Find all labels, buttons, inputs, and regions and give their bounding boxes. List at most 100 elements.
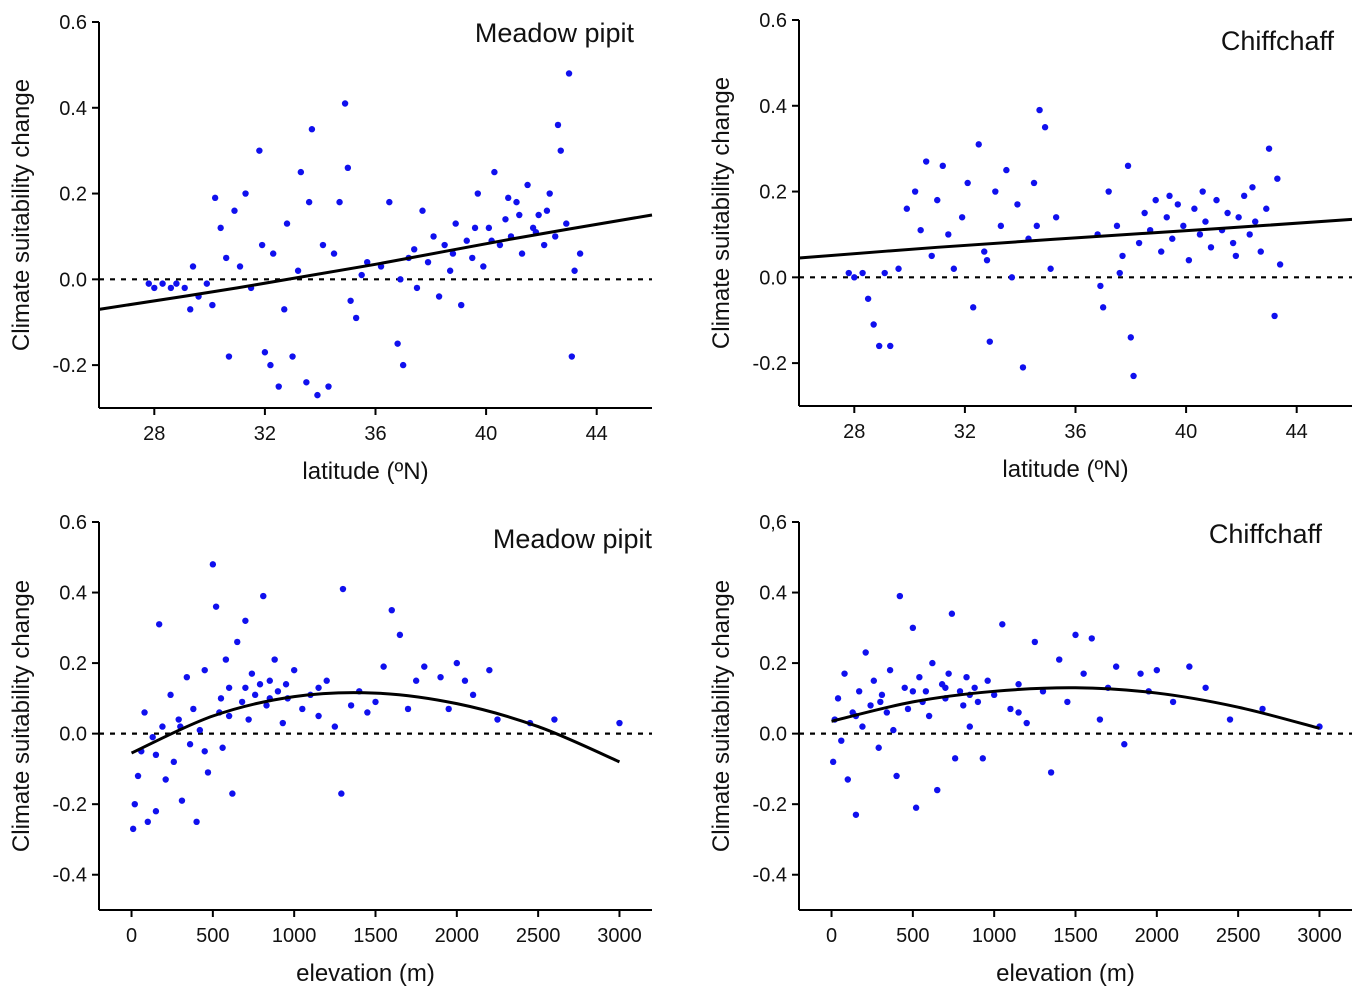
data-point — [217, 224, 224, 232]
data-point — [421, 663, 428, 670]
data-point — [1137, 670, 1144, 677]
data-point — [1003, 166, 1010, 174]
data-point — [344, 164, 352, 172]
y-axis-label: Climate suitability change — [8, 580, 35, 852]
data-point — [441, 241, 448, 249]
data-point — [852, 811, 860, 818]
data-point — [412, 677, 420, 684]
x-tick-label: 2000 — [1135, 925, 1180, 947]
data-point — [934, 786, 941, 794]
data-point — [1088, 635, 1095, 642]
data-point — [282, 681, 290, 688]
data-point — [841, 670, 848, 677]
data-point — [323, 677, 330, 684]
data-point — [895, 265, 902, 272]
data-point — [341, 100, 349, 107]
data-point — [916, 674, 923, 681]
data-point — [557, 147, 564, 154]
data-point — [1121, 741, 1128, 748]
data-point — [546, 190, 553, 197]
data-point — [134, 772, 142, 780]
data-point — [411, 246, 418, 253]
data-point — [867, 702, 874, 709]
data-point — [486, 666, 493, 674]
data-point — [956, 688, 964, 695]
data-point — [419, 207, 426, 214]
data-point — [864, 295, 872, 302]
data-point — [1207, 244, 1215, 251]
data-point — [1064, 698, 1071, 706]
y-tick-label: -0.4 — [53, 865, 87, 887]
data-point — [950, 265, 958, 272]
data-point — [1213, 196, 1220, 204]
data-point — [834, 695, 842, 702]
data-point — [222, 254, 230, 262]
data-point — [1226, 716, 1234, 723]
x-tick-label: 500 — [196, 925, 229, 947]
data-point — [1152, 196, 1159, 204]
data-point — [1274, 175, 1281, 182]
data-point — [271, 656, 278, 663]
panel-title: Chiffchaff — [1209, 519, 1323, 549]
y-tick-label: 0.6 — [59, 512, 87, 534]
x-tick-label: 500 — [896, 925, 929, 947]
data-point — [844, 776, 851, 783]
data-point — [1180, 222, 1187, 230]
data-point — [1030, 179, 1038, 187]
data-point — [159, 280, 166, 287]
data-point — [901, 684, 908, 691]
x-tick-label: 44 — [1286, 421, 1308, 443]
data-point — [616, 719, 623, 727]
data-point — [315, 712, 322, 720]
data-point — [870, 677, 878, 684]
data-point — [1113, 222, 1121, 230]
data-point — [979, 755, 986, 762]
x-tick-label: 1000 — [972, 925, 1017, 947]
scatter-points — [845, 106, 1284, 380]
data-point — [540, 241, 548, 249]
data-point — [430, 233, 437, 240]
data-point — [1199, 188, 1206, 195]
y-tick-label: 0.0 — [759, 724, 787, 746]
data-point — [1141, 209, 1148, 217]
data-point — [294, 267, 302, 274]
y-axis-label: Climate suitability change — [708, 77, 735, 349]
data-point — [145, 280, 152, 287]
data-point — [1096, 716, 1104, 723]
data-point — [1229, 239, 1237, 247]
data-point — [929, 659, 936, 667]
x-tick-label: 28 — [143, 423, 165, 445]
y-tick-label: 0.2 — [759, 653, 787, 675]
data-point — [925, 712, 933, 720]
data-point — [315, 684, 322, 691]
data-point — [217, 695, 225, 702]
data-point — [469, 254, 476, 262]
data-point — [339, 585, 347, 593]
panel-title: Chiffchaff — [1221, 26, 1335, 56]
y-tick-label: -0.4 — [753, 865, 787, 887]
data-point — [942, 684, 949, 691]
data-point — [496, 241, 504, 249]
data-point — [552, 233, 559, 240]
data-point — [330, 250, 338, 257]
data-point — [283, 220, 291, 227]
data-point — [281, 306, 288, 313]
data-point — [189, 263, 197, 270]
data-point — [446, 267, 454, 274]
data-point — [945, 670, 952, 677]
data-point — [502, 216, 509, 223]
chart-panel-3: -0.4 -0.2 0.0 0.2 0.4 0.6 0 500 1000 1500 2000 2500… — [8, 512, 652, 987]
data-point — [131, 800, 138, 808]
data-point — [1116, 269, 1123, 277]
data-point — [535, 211, 542, 219]
data-point — [1014, 201, 1021, 208]
data-point — [886, 666, 894, 674]
scatter-points — [829, 592, 1323, 818]
data-point — [225, 712, 233, 720]
data-point — [1263, 205, 1270, 212]
data-point — [1166, 192, 1173, 200]
data-point — [1249, 184, 1256, 191]
data-point — [319, 241, 327, 249]
data-point — [396, 631, 404, 639]
data-point — [258, 241, 266, 249]
